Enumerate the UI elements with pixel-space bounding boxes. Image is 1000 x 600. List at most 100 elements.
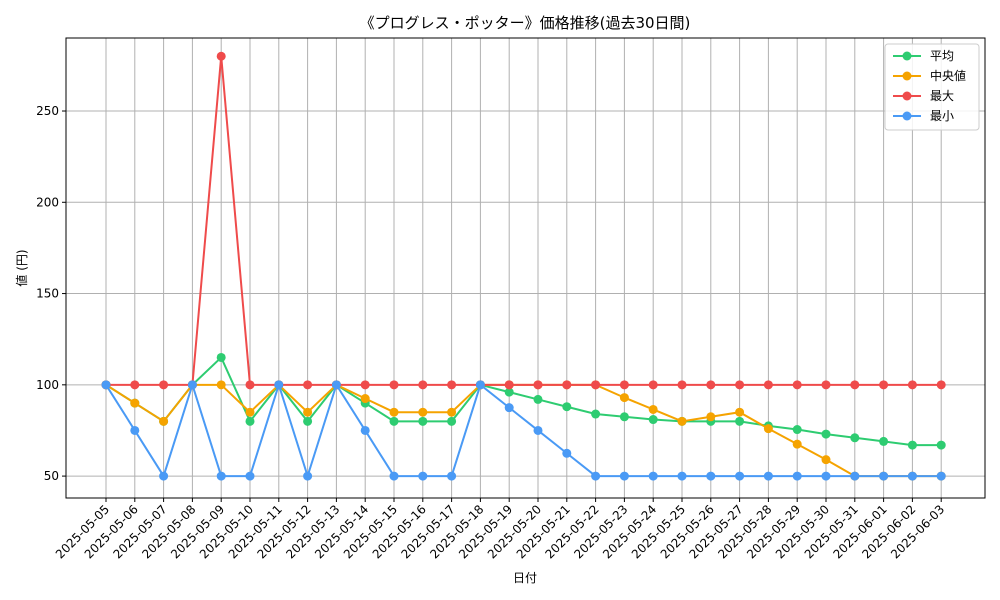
data-point (619, 380, 629, 390)
data-point (303, 416, 313, 426)
data-point (447, 471, 457, 481)
legend-marker-2 (902, 91, 912, 101)
legend-label-1: 中央値 (930, 68, 966, 83)
data-point (763, 380, 773, 390)
data-point (706, 471, 716, 481)
data-point (648, 471, 658, 481)
data-point (936, 440, 946, 450)
data-point (418, 416, 428, 426)
data-point (821, 380, 831, 390)
data-point (447, 407, 457, 417)
data-point (706, 412, 716, 422)
data-point (792, 425, 802, 435)
data-point (504, 380, 514, 390)
data-point (303, 380, 313, 390)
data-point (907, 380, 917, 390)
y-tick-label: 150 (36, 287, 59, 301)
series-line-2 (106, 56, 942, 386)
data-point (159, 416, 169, 426)
y-tick-label: 100 (36, 378, 59, 392)
data-point (245, 407, 255, 417)
data-point (504, 387, 514, 397)
y-axis-label: 値 (円) (14, 249, 29, 286)
y-tick-label: 200 (36, 195, 59, 209)
data-point (389, 407, 399, 417)
data-point (331, 380, 341, 390)
data-point (101, 380, 111, 390)
data-point (792, 439, 802, 449)
series-line-3 (105, 381, 942, 480)
data-point (936, 471, 946, 481)
data-point (735, 416, 745, 426)
data-point (648, 380, 658, 390)
data-point (216, 352, 226, 362)
legend-marker-3 (902, 111, 912, 121)
series-line-0 (105, 355, 942, 447)
data-point (245, 471, 255, 481)
data-point (533, 425, 543, 435)
data-point (447, 416, 457, 426)
data-point (619, 393, 629, 403)
data-point (130, 425, 140, 435)
data-point (850, 471, 860, 481)
series-lines (101, 51, 946, 481)
data-point (475, 380, 485, 390)
plot-frame (65, 37, 986, 499)
data-point (648, 404, 658, 414)
data-point (677, 471, 687, 481)
data-point (130, 398, 140, 408)
data-point (792, 471, 802, 481)
data-point (418, 471, 428, 481)
data-point (303, 471, 313, 481)
gridlines (66, 38, 985, 498)
legend-box (884, 43, 980, 131)
chart-title: 《プログレス・ポッター》価格推移(過去30日間) (360, 14, 691, 32)
y-axis-ticks: 50 100 150 200 250 (36, 104, 66, 483)
data-point (216, 380, 226, 390)
legend-label-0: 平均 (930, 49, 954, 63)
data-point (418, 380, 428, 390)
data-point (879, 380, 889, 390)
data-point (562, 448, 572, 458)
data-point (619, 471, 629, 481)
data-point (562, 380, 572, 390)
data-point (591, 409, 601, 419)
data-point (389, 471, 399, 481)
data-point (591, 471, 601, 481)
data-point (418, 407, 428, 417)
data-point (677, 380, 687, 390)
data-point (389, 380, 399, 390)
data-point (159, 471, 169, 481)
data-point (907, 440, 917, 450)
data-point (735, 380, 745, 390)
data-point (159, 380, 169, 390)
data-point (187, 380, 197, 390)
data-point (533, 380, 543, 390)
data-point (763, 424, 773, 434)
data-point (245, 380, 255, 390)
data-point (821, 429, 831, 439)
data-point (879, 471, 889, 481)
data-point (303, 407, 313, 417)
data-point (648, 415, 658, 425)
data-point (706, 380, 716, 390)
data-point (677, 416, 687, 426)
legend-marker-1 (902, 71, 912, 81)
data-point (792, 380, 802, 390)
data-point (619, 412, 629, 422)
y-tick-label: 50 (44, 469, 59, 483)
series-line-1 (105, 383, 942, 478)
data-point (821, 455, 831, 465)
data-point (274, 380, 284, 390)
legend-label-3: 最小 (930, 109, 954, 123)
data-point (562, 402, 572, 412)
legend-marker-0 (902, 51, 912, 61)
data-point (216, 51, 226, 61)
data-point (533, 394, 543, 404)
x-axis-label: 日付 (513, 571, 537, 585)
data-point (735, 471, 745, 481)
data-point (360, 425, 370, 435)
data-point (907, 471, 917, 481)
